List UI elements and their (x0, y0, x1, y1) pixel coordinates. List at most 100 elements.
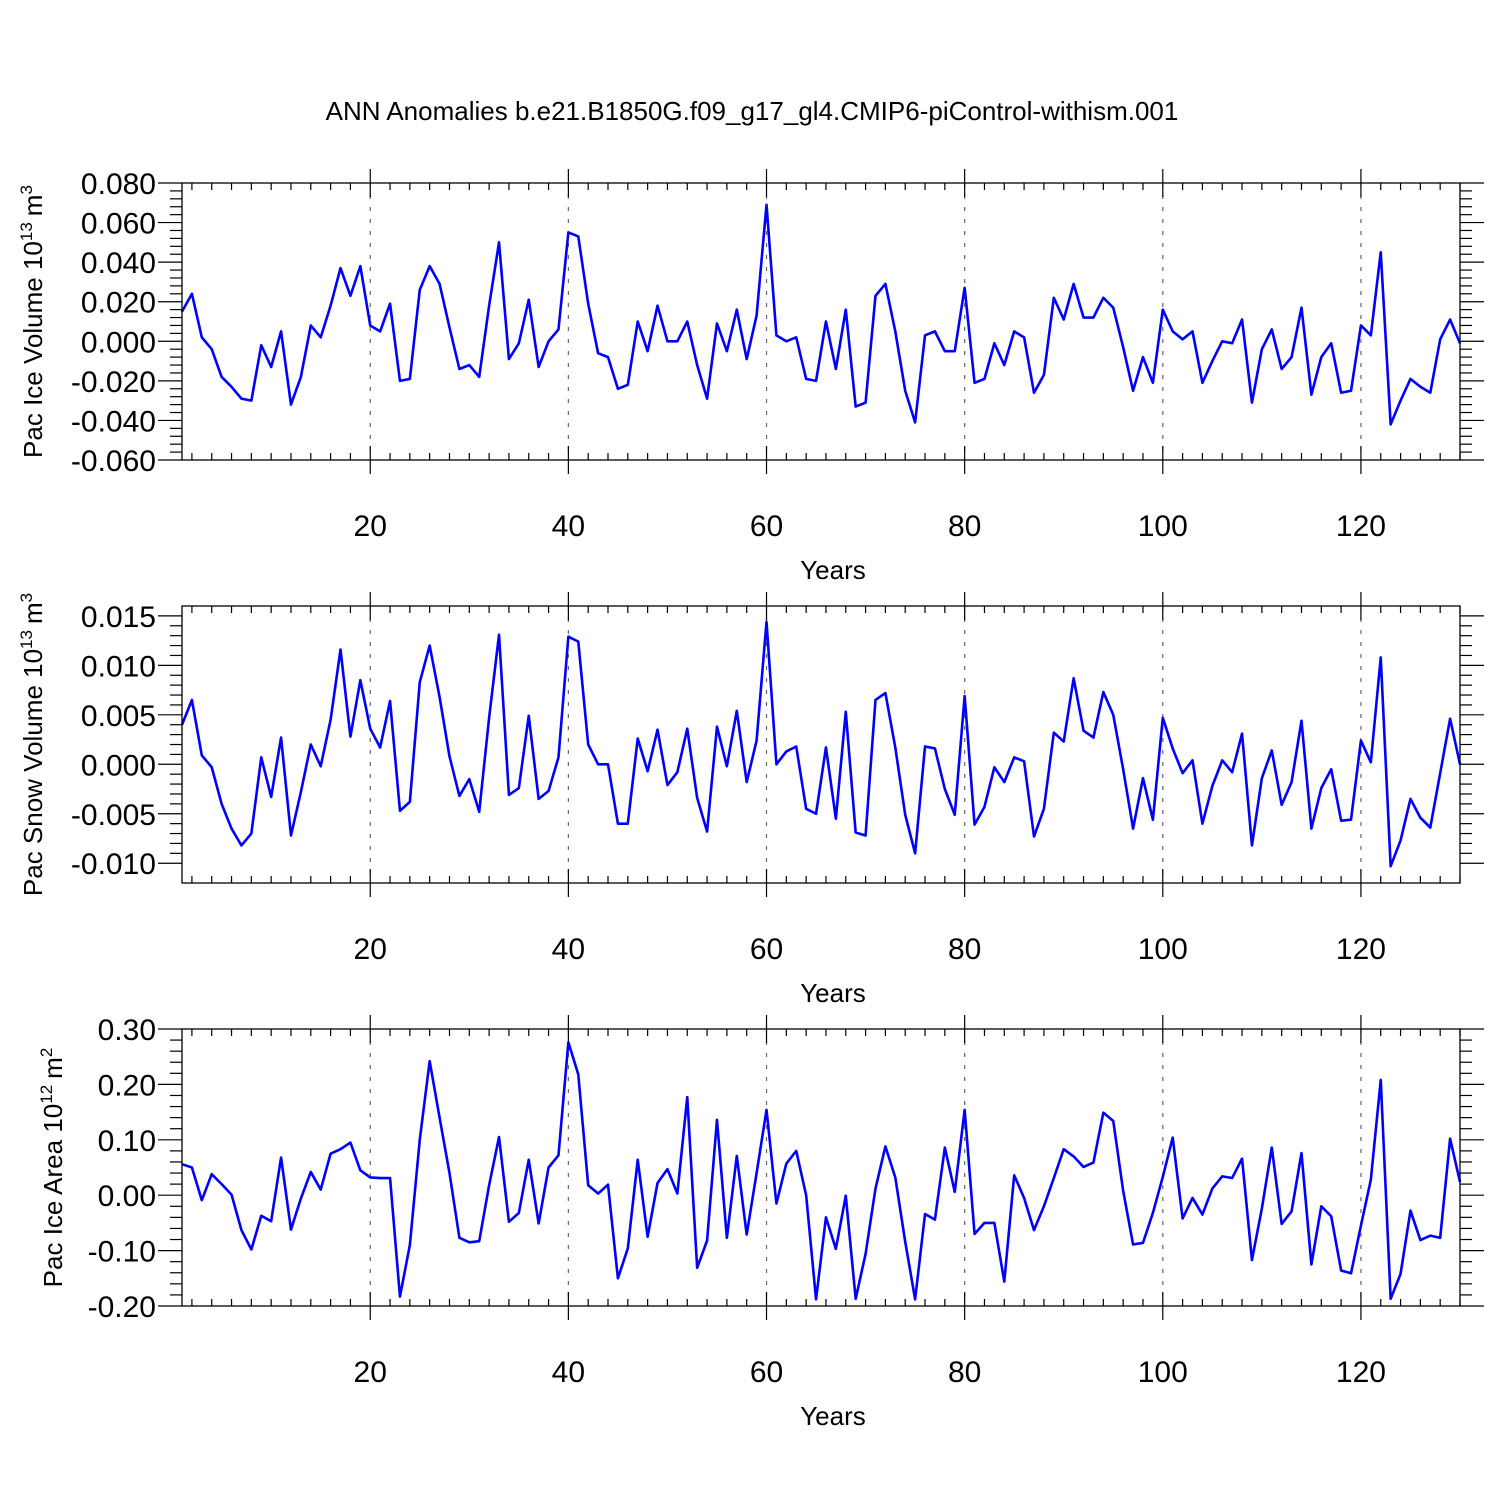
data-point (1072, 283, 1075, 285)
data-point (1340, 391, 1342, 394)
data-point (884, 692, 887, 694)
data-point (765, 203, 768, 206)
data-point (349, 294, 352, 297)
x-tick-label: 40 (552, 1356, 585, 1389)
x-tick-label: 20 (354, 933, 387, 966)
data-point (518, 342, 520, 345)
data-point (755, 1172, 758, 1174)
data-point (815, 380, 817, 382)
data-point (557, 1154, 560, 1157)
data-point (924, 334, 926, 337)
data-point (1122, 1189, 1124, 1192)
data-point (1221, 1175, 1224, 1178)
data-point (1102, 691, 1105, 693)
data-point (1360, 324, 1362, 327)
data-point (1399, 399, 1402, 402)
data-point (587, 1184, 589, 1187)
data-point (1161, 716, 1164, 719)
data-point (1211, 1187, 1214, 1190)
data-point (1043, 374, 1045, 376)
data-point (250, 832, 253, 835)
data-point (488, 1184, 490, 1187)
data-point (547, 1166, 550, 1169)
x-axis-label: Years (800, 978, 866, 1008)
y-axis-label-main: Pac Ice Area 10 (38, 1104, 68, 1288)
y-tick-label: 0.10 (98, 1125, 156, 1158)
data-point (448, 1172, 451, 1174)
data-point (1290, 356, 1293, 358)
data-point (567, 635, 570, 638)
data-point (656, 304, 659, 307)
data-point (983, 806, 986, 808)
data-point (1092, 1161, 1095, 1164)
plot-frame (181, 1028, 1461, 1307)
data-point (924, 1213, 926, 1215)
data-point (696, 797, 698, 799)
data-point (1082, 1166, 1085, 1168)
data-point (1261, 1207, 1263, 1210)
panel-1: -0.060 -0.040 -0.020 0.000 0.020 0.040 0.060 0.… (17, 168, 1484, 585)
data-point (656, 728, 659, 731)
data-point (924, 745, 926, 748)
y-tick-label: 0.20 (98, 1069, 156, 1102)
data-point (1082, 729, 1085, 732)
data-point (1360, 739, 1362, 742)
data-point (1062, 1148, 1065, 1151)
data-point (290, 403, 292, 406)
data-point (1161, 1176, 1164, 1178)
data-point (518, 787, 520, 789)
data-point (1033, 391, 1035, 394)
data-point (230, 1193, 233, 1196)
data-point (904, 813, 907, 816)
data-point (1082, 316, 1085, 319)
data-point (270, 366, 272, 368)
data-point (1330, 768, 1333, 771)
data-point (309, 1171, 312, 1173)
data-point (1132, 389, 1134, 392)
data-point (1033, 1229, 1035, 1231)
x-tick-label: 60 (750, 1356, 783, 1389)
data-point (290, 834, 292, 837)
data-point (448, 326, 451, 329)
y-axis-label-main: Pac Ice Volume 10 (18, 241, 48, 458)
data-point (864, 834, 867, 837)
x-tick-label: 60 (750, 510, 783, 543)
data-point (270, 1220, 272, 1223)
data-point (1439, 772, 1441, 774)
data-point (666, 1168, 669, 1170)
data-point (1181, 772, 1184, 774)
x-tick-label: 120 (1336, 933, 1386, 966)
data-point (1370, 334, 1372, 337)
data-point (1072, 1155, 1075, 1158)
data-point (963, 695, 966, 697)
data-point (1161, 308, 1164, 311)
y-tick-label: 0.060 (81, 208, 156, 241)
data-point (191, 293, 193, 295)
data-point (607, 356, 609, 358)
data-point (993, 342, 996, 345)
data-point (290, 1228, 292, 1231)
data-point (468, 778, 471, 780)
x-tick-label: 120 (1336, 1356, 1386, 1389)
data-point (1211, 360, 1214, 362)
data-point (815, 812, 817, 815)
data-point (527, 298, 530, 301)
data-point (973, 1233, 976, 1235)
x-tick-label: 40 (552, 933, 585, 966)
data-point (735, 1155, 738, 1157)
x-tick-label: 120 (1336, 510, 1386, 543)
x-tick-label: 100 (1138, 933, 1188, 966)
data-point (726, 350, 728, 352)
data-point (1181, 1217, 1184, 1220)
data-point (428, 265, 431, 267)
data-point (1389, 1297, 1392, 1300)
data-point (577, 235, 580, 238)
data-point (319, 1188, 322, 1191)
data-point (210, 766, 213, 769)
data-point (587, 302, 589, 305)
data-point (1142, 1242, 1144, 1244)
data-point (775, 1202, 778, 1205)
data-point (745, 781, 748, 783)
data-point (825, 320, 827, 323)
data-point (706, 397, 708, 400)
